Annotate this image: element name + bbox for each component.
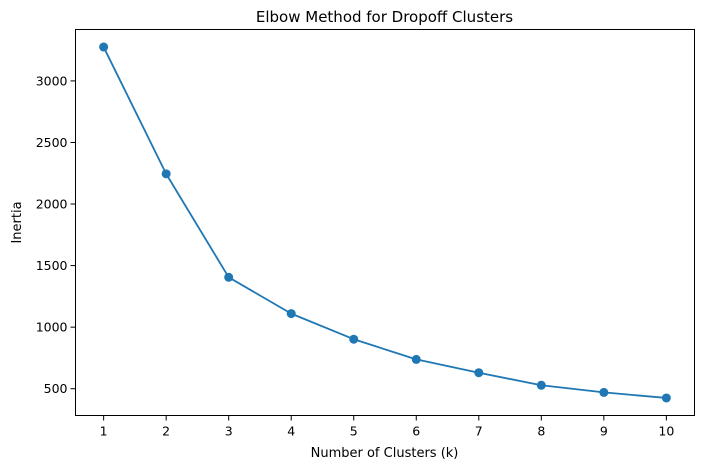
x-tick-label: 8 <box>537 424 545 439</box>
x-tick-label: 5 <box>350 424 358 439</box>
data-point-1 <box>99 42 109 52</box>
y-tick-label: 500 <box>44 381 68 396</box>
plot-area: 1 2 3 4 5 6 7 8 9 10 500 1000 1500 2000 2500 3000 <box>36 29 695 439</box>
data-point-4 <box>286 309 296 319</box>
x-tick-label: 9 <box>600 424 608 439</box>
data-point-5 <box>349 334 359 344</box>
data-point-9 <box>599 387 609 397</box>
series-layer <box>99 42 671 403</box>
axes-frame <box>75 29 695 416</box>
y-tick-label: 2000 <box>36 197 68 212</box>
y-tick-label: 2500 <box>36 135 68 150</box>
data-point-7 <box>474 368 484 378</box>
y-axis-ticks: 500 1000 1500 2000 2500 3000 <box>36 73 76 396</box>
x-tick-label: 10 <box>658 424 674 439</box>
chart-title: Elbow Method for Dropoff Clusters <box>256 8 513 26</box>
x-tick-label: 3 <box>225 424 233 439</box>
x-tick-label: 1 <box>100 424 108 439</box>
data-point-3 <box>224 272 234 282</box>
x-axis-label: Number of Clusters (k) <box>311 446 459 461</box>
series-line-0 <box>102 46 668 399</box>
x-tick-label: 7 <box>475 424 483 439</box>
x-axis-ticks: 1 2 3 4 5 6 7 8 9 10 <box>100 415 674 439</box>
data-point-6 <box>411 354 421 364</box>
data-point-2 <box>161 169 171 179</box>
y-tick-label: 1500 <box>36 258 68 273</box>
x-tick-label: 4 <box>287 424 295 439</box>
data-point-10 <box>661 393 671 403</box>
data-point-8 <box>536 380 546 390</box>
x-tick-label: 2 <box>162 424 170 439</box>
y-axis-label: Inertia <box>10 201 25 243</box>
y-tick-label: 1000 <box>36 320 68 335</box>
y-tick-label: 3000 <box>36 73 68 88</box>
x-tick-label: 6 <box>412 424 420 439</box>
